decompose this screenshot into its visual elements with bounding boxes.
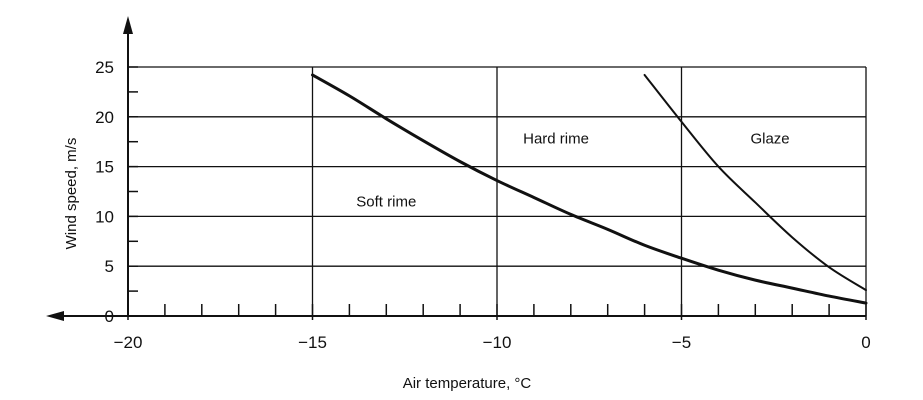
- labels: Soft rime Hard rime Glaze: [356, 131, 789, 211]
- x-tick-label: 0: [861, 333, 870, 352]
- x-tick-label: −20: [114, 333, 143, 352]
- grid: [128, 66, 867, 316]
- x-axis-arrow: [46, 311, 64, 321]
- y-tick-label: 25: [95, 58, 114, 77]
- series-lines: [311, 73, 868, 305]
- x-tick-label: −10: [483, 333, 512, 352]
- region-label: Soft rime: [356, 193, 416, 210]
- series-line-1: [311, 73, 868, 305]
- x-tick-label: −15: [298, 333, 327, 352]
- y-tick-label: 15: [95, 158, 114, 177]
- y-tick-label: 0: [105, 307, 114, 326]
- y-axis-title: Wind speed, m/s: [63, 138, 80, 250]
- series-line-2: [643, 73, 867, 292]
- region-label: Glaze: [750, 131, 789, 148]
- axes: −20 −15 −10 −5 0 0 5 10 15 20 25 Air temperature, °…: [46, 16, 871, 392]
- y-tick-label: 10: [95, 207, 114, 226]
- x-axis-title: Air temperature, °C: [403, 375, 532, 392]
- x-tick-label: −5: [672, 333, 691, 352]
- y-tick-label: 5: [105, 257, 114, 276]
- y-tick-label: 20: [95, 108, 114, 127]
- region-label: Hard rime: [523, 131, 589, 148]
- y-axis-arrow: [123, 16, 133, 34]
